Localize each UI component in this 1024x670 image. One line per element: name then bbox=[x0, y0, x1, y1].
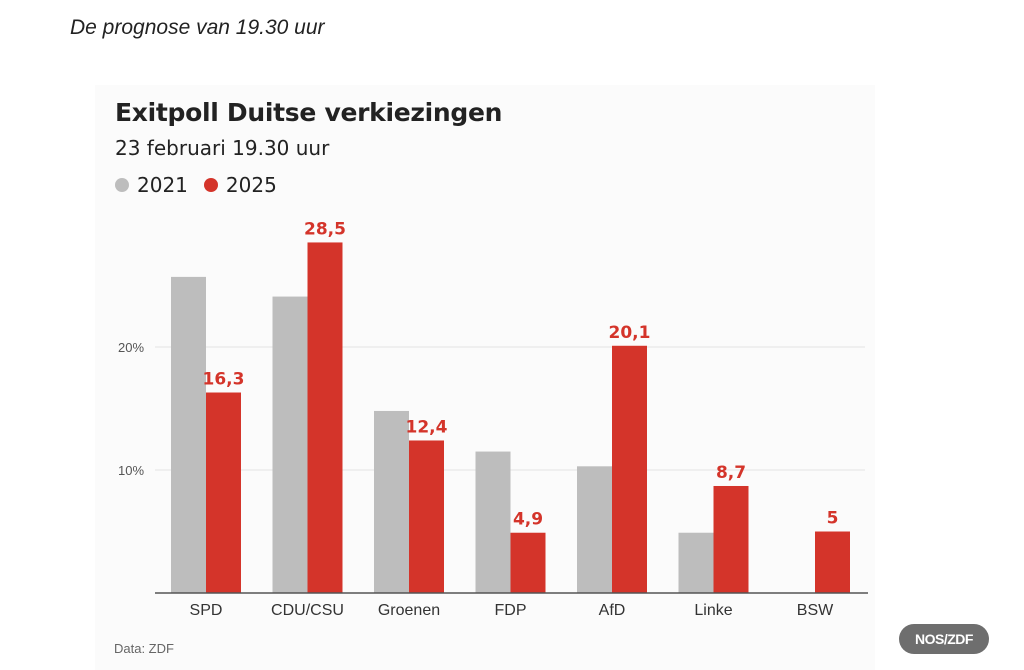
bar-2025 bbox=[510, 532, 546, 593]
data-label: 8,7 bbox=[716, 463, 746, 483]
bar-2025 bbox=[307, 242, 343, 593]
legend-item-2025: 2025 bbox=[203, 173, 277, 197]
bar-2021 bbox=[272, 296, 308, 593]
data-label: 5 bbox=[827, 509, 839, 529]
bar-2025 bbox=[713, 485, 749, 593]
x-tick-label: AfD bbox=[599, 602, 626, 619]
bar-2025 bbox=[815, 531, 850, 593]
data-label: 16,3 bbox=[203, 370, 245, 390]
x-tick-label: Groenen bbox=[378, 602, 440, 619]
source-note: Data: ZDF bbox=[114, 641, 174, 656]
x-tick-label: Linke bbox=[694, 602, 732, 619]
legend-dot-2025-icon bbox=[203, 178, 218, 192]
data-label: 20,1 bbox=[609, 323, 651, 343]
nos-zdf-badge: NOS/ZDF bbox=[899, 624, 989, 654]
x-tick-label: CDU/CSU bbox=[271, 602, 344, 619]
bar-2025 bbox=[612, 345, 647, 593]
legend-item-2021: 2021 bbox=[115, 173, 188, 197]
bar-2025 bbox=[206, 392, 241, 593]
x-tick-label: BSW bbox=[797, 602, 834, 619]
y-tick-label: 20% bbox=[118, 340, 144, 355]
data-label: 12,4 bbox=[406, 417, 448, 437]
chart-title: Exitpoll Duitse verkiezingen bbox=[115, 98, 503, 127]
data-label: 28,5 bbox=[304, 219, 346, 239]
bar-2021 bbox=[475, 451, 511, 593]
bar-2021 bbox=[678, 532, 714, 593]
x-tick-label: FDP bbox=[495, 602, 527, 619]
legend-label: 2025 bbox=[225, 173, 277, 197]
legend: 2021 2025 bbox=[115, 173, 277, 197]
data-label: 4,9 bbox=[513, 510, 543, 530]
bar-2021 bbox=[374, 410, 409, 593]
x-tick-label: SPD bbox=[190, 602, 223, 619]
legend-dot-2021-icon bbox=[115, 178, 129, 192]
bar-2021 bbox=[577, 466, 612, 593]
chart-subtitle: 23 februari 19.30 uur bbox=[115, 136, 330, 160]
y-tick-label: 10% bbox=[118, 463, 144, 478]
caption: De prognose van 19.30 uur bbox=[70, 16, 325, 39]
bar-2021 bbox=[171, 276, 206, 593]
legend-label: 2021 bbox=[137, 173, 188, 197]
bar-2025 bbox=[409, 440, 444, 593]
